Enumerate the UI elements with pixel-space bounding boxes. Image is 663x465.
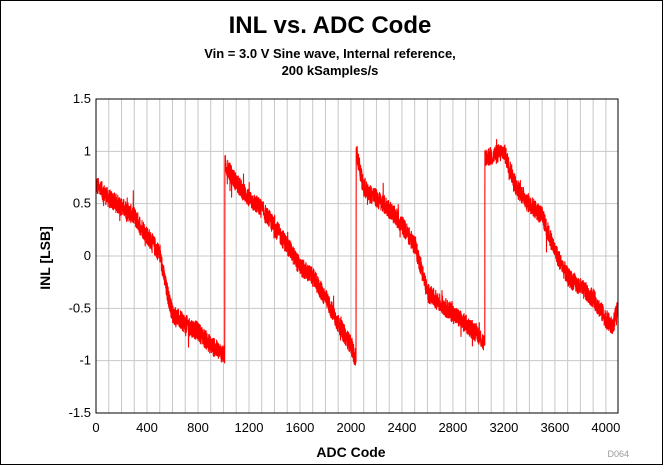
x-tick-label: 4000 [591,420,620,435]
x-tick-label: 2000 [336,420,365,435]
y-tick-labels: 1.5 1 0.5 0 -0.5 -1 -1.5 [69,91,91,420]
x-tick-label: 3600 [540,420,569,435]
figure-code: D064 [607,449,629,459]
y-tick-label: 1 [84,143,91,158]
x-tick-label: 1600 [285,420,314,435]
y-tick-label: 0.5 [73,196,91,211]
y-tick-label: -1 [79,353,91,368]
y-tick-label: 1.5 [73,91,91,106]
chart-title: INL vs. ADC Code [229,12,432,39]
y-tick-label: -1.5 [69,405,91,420]
y-tick-label: 0 [84,248,91,263]
x-tick-label: 2400 [387,420,416,435]
x-tick-label: 3200 [489,420,518,435]
x-tick-label: 1200 [235,420,264,435]
x-tick-label: 800 [187,420,209,435]
x-axis-label: ADC Code [316,444,385,460]
inl-series-line [95,138,619,366]
chart-subtitle-line-2: 200 kSamples/s [282,63,379,78]
plot-area-border [95,98,619,414]
chart-subtitle-line-1: Vin = 3.0 V Sine wave, Internal referenc… [204,46,456,61]
x-tick-label: 0 [92,420,99,435]
y-tick-label: -0.5 [69,300,91,315]
x-tick-labels: 0 400 800 1200 1600 2000 2400 2800 3200 3600 4000 [92,420,620,435]
x-tick-label: 2800 [438,420,467,435]
x-tick-label: 400 [136,420,158,435]
series-layer [95,138,619,366]
y-axis-label: INL [LSB] [37,226,53,290]
